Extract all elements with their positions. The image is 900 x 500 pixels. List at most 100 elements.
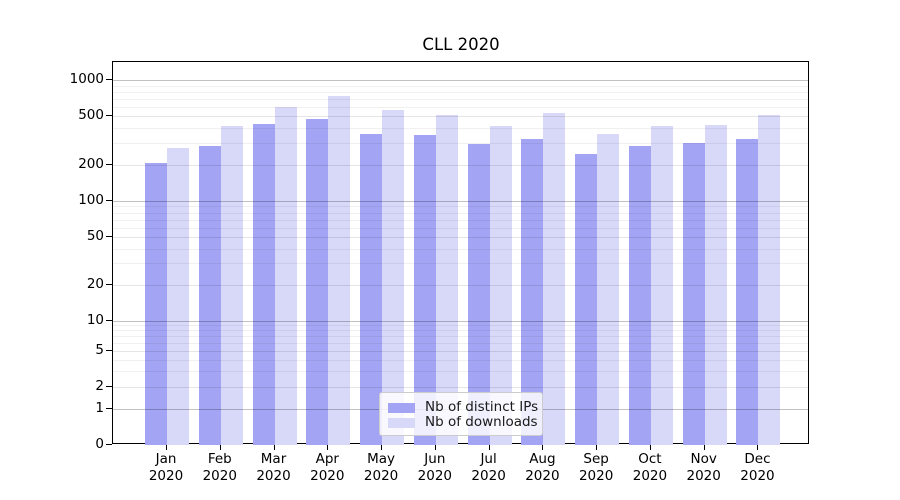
x-label-month: Jul bbox=[480, 451, 497, 467]
y-tick-1 bbox=[106, 408, 112, 409]
gridline-y-400 bbox=[113, 128, 808, 130]
gridline-y-500 bbox=[113, 116, 808, 118]
x-tick-label-feb: Feb 2020 bbox=[193, 451, 247, 484]
x-tick-dec bbox=[757, 445, 759, 450]
y-tick-500 bbox=[106, 115, 112, 117]
x-tick-apr bbox=[327, 445, 329, 450]
x-tick-may bbox=[381, 445, 383, 450]
gridline-y-10 bbox=[113, 320, 808, 322]
x-label-year: 2020 bbox=[632, 467, 668, 484]
gridline-y-8 bbox=[113, 330, 808, 332]
chart-title: CLL 2020 bbox=[422, 35, 500, 54]
x-label-year: 2020 bbox=[471, 467, 506, 484]
x-tick-label-jun: Jun 2020 bbox=[408, 451, 462, 484]
x-label-year: 2020 bbox=[310, 467, 345, 484]
x-label-month: Aug bbox=[529, 451, 556, 467]
legend-entry-downloads: Nb of downloads bbox=[388, 415, 542, 430]
x-tick-aug bbox=[542, 445, 544, 450]
x-label-year: 2020 bbox=[202, 467, 237, 484]
gridline-y-20 bbox=[113, 284, 808, 286]
bar-distinct-ips-may bbox=[360, 134, 383, 445]
x-tick-label-oct: Oct 2020 bbox=[623, 451, 677, 484]
y-tick-20 bbox=[106, 283, 112, 285]
bar-distinct-ips-dec bbox=[736, 138, 759, 445]
x-tick-label-sep: Sep 2020 bbox=[569, 451, 623, 484]
y-tick-10 bbox=[106, 319, 112, 321]
x-label-month: Apr bbox=[315, 451, 339, 467]
gridline-y-5 bbox=[113, 351, 808, 352]
y-tick-label-500: 500 bbox=[78, 107, 104, 124]
bar-distinct-ips-aug bbox=[521, 139, 544, 445]
gridline-y-4 bbox=[113, 359, 808, 361]
x-tick-nov bbox=[703, 445, 705, 450]
x-label-month: Sep bbox=[583, 451, 609, 467]
x-label-year: 2020 bbox=[578, 467, 614, 484]
y-tick-label-10: 10 bbox=[86, 311, 104, 328]
plot-area bbox=[112, 61, 809, 445]
y-tick-label-1: 1 bbox=[95, 400, 104, 416]
bar-downloads-sep bbox=[597, 134, 620, 445]
gridline-y-30 bbox=[113, 263, 808, 265]
y-tick-50 bbox=[106, 235, 112, 237]
y-tick-label-2: 2 bbox=[95, 378, 104, 394]
x-label-month: Jun bbox=[424, 451, 446, 467]
gridline-y-50 bbox=[113, 236, 808, 238]
x-tick-label-nov: Nov 2020 bbox=[677, 451, 731, 484]
x-tick-jun bbox=[434, 445, 436, 450]
y-tick-label-0: 0 bbox=[95, 436, 104, 452]
bar-downloads-jun bbox=[435, 115, 458, 445]
x-label-month: Dec bbox=[744, 451, 771, 467]
x-tick-jul bbox=[488, 445, 490, 450]
gridline-y-1000 bbox=[113, 80, 808, 81]
y-tick-label-200: 200 bbox=[78, 155, 104, 172]
bar-distinct-ips-mar bbox=[252, 124, 275, 445]
x-tick-mar bbox=[273, 445, 275, 450]
bar-distinct-ips-feb bbox=[198, 145, 221, 445]
gridline-y-700 bbox=[113, 98, 808, 100]
bar-distinct-ips-jul bbox=[467, 144, 490, 445]
gridline-y-7 bbox=[113, 336, 808, 338]
y-tick-2 bbox=[106, 386, 112, 387]
gridline-y-9 bbox=[113, 325, 808, 327]
y-tick-label-50: 50 bbox=[86, 227, 104, 244]
bar-downloads-mar bbox=[274, 106, 297, 445]
gridline-y-70 bbox=[113, 219, 808, 221]
x-tick-label-jan: Jan 2020 bbox=[139, 451, 193, 484]
x-tick-label-dec: Dec 2020 bbox=[730, 451, 784, 484]
bar-distinct-ips-apr bbox=[306, 118, 329, 445]
x-tick-label-apr: Apr 2020 bbox=[300, 451, 354, 484]
gridline-y-2 bbox=[113, 387, 808, 388]
x-label-year: 2020 bbox=[363, 467, 399, 484]
y-tick-label-20: 20 bbox=[86, 275, 104, 292]
x-label-month: Jan bbox=[155, 451, 177, 467]
x-label-month: Nov bbox=[690, 451, 717, 467]
y-tick-100 bbox=[106, 200, 112, 201]
bar-downloads-nov bbox=[704, 124, 727, 445]
gridline-y-3 bbox=[113, 371, 808, 373]
x-label-year: 2020 bbox=[525, 467, 560, 484]
y-tick-label-100: 100 bbox=[78, 192, 104, 208]
y-tick-1000 bbox=[106, 79, 112, 80]
bar-downloads-apr bbox=[328, 96, 351, 445]
x-label-month: Feb bbox=[207, 451, 232, 467]
x-tick-feb bbox=[219, 445, 221, 450]
x-label-month: Oct bbox=[638, 451, 662, 467]
gridline-y-80 bbox=[113, 212, 808, 214]
legend-swatch-distinct-ips bbox=[388, 402, 415, 413]
x-tick-label-mar: Mar 2020 bbox=[247, 451, 301, 484]
gridline-y-800 bbox=[113, 91, 808, 93]
bar-distinct-ips-jan bbox=[145, 163, 167, 445]
bar-downloads-dec bbox=[758, 115, 781, 445]
bar-downloads-jan bbox=[167, 147, 189, 445]
x-label-month: May bbox=[367, 451, 396, 467]
x-label-year: 2020 bbox=[417, 467, 453, 484]
bar-distinct-ips-jun bbox=[413, 135, 436, 445]
bar-downloads-may bbox=[382, 110, 405, 445]
x-label-year: 2020 bbox=[256, 467, 291, 484]
y-tick-200 bbox=[106, 163, 112, 165]
gridline-y-100 bbox=[113, 201, 808, 202]
x-label-year: 2020 bbox=[148, 467, 184, 484]
gridline-y-60 bbox=[113, 227, 808, 229]
y-tick-label-5: 5 bbox=[95, 342, 104, 358]
